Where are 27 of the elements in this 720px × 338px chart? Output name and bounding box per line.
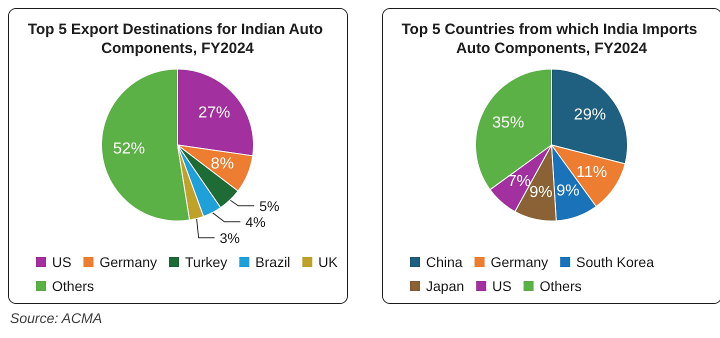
- data-label: 3%: [220, 230, 240, 246]
- chart-title: Top 5 Countries from which India Imports Auto Components, FY2024: [402, 21, 702, 57]
- data-label: 5%: [259, 198, 280, 214]
- legend-label: Germany: [99, 254, 158, 270]
- legend-label: Germany: [490, 254, 548, 270]
- data-label: 8%: [210, 155, 234, 172]
- legend-label: US: [492, 278, 512, 294]
- data-label: 35%: [492, 114, 524, 132]
- legend-label: Others: [540, 278, 582, 294]
- legend-label: Brazil: [255, 254, 290, 270]
- chart-title: Top 5 Export Destinations for Indian Auto Components, FY2024: [28, 21, 328, 57]
- data-label: 7%: [508, 172, 531, 190]
- legend-label: Others: [52, 278, 94, 294]
- source-note: Source: ACMA: [10, 310, 102, 326]
- data-label: 9%: [556, 182, 580, 200]
- legend-label: China: [426, 254, 463, 270]
- data-label: 9%: [529, 184, 552, 201]
- legend-label: South Korea: [576, 254, 654, 270]
- legend-label: Japan: [426, 278, 464, 294]
- data-label: 52%: [112, 140, 146, 158]
- legend-label: Turkey: [185, 254, 228, 270]
- data-label: 27%: [198, 104, 230, 122]
- legend-label: UK: [318, 254, 338, 270]
- data-label: 11%: [576, 164, 608, 181]
- data-label: 4%: [245, 214, 266, 230]
- data-label: 29%: [574, 106, 606, 124]
- legend-label: US: [52, 254, 72, 270]
